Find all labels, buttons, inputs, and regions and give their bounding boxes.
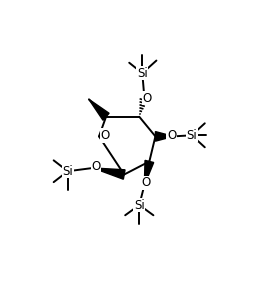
Text: Si: Si [137,67,148,80]
Text: O: O [142,176,151,189]
Text: Si: Si [134,198,145,211]
Polygon shape [144,160,154,185]
Text: Si: Si [62,165,73,178]
Text: Si: Si [186,129,197,142]
Text: O: O [167,129,176,142]
Text: O: O [142,92,151,105]
Polygon shape [93,168,125,179]
Text: O: O [91,160,101,173]
Polygon shape [89,99,109,120]
Text: O: O [101,129,110,142]
Polygon shape [155,132,174,141]
